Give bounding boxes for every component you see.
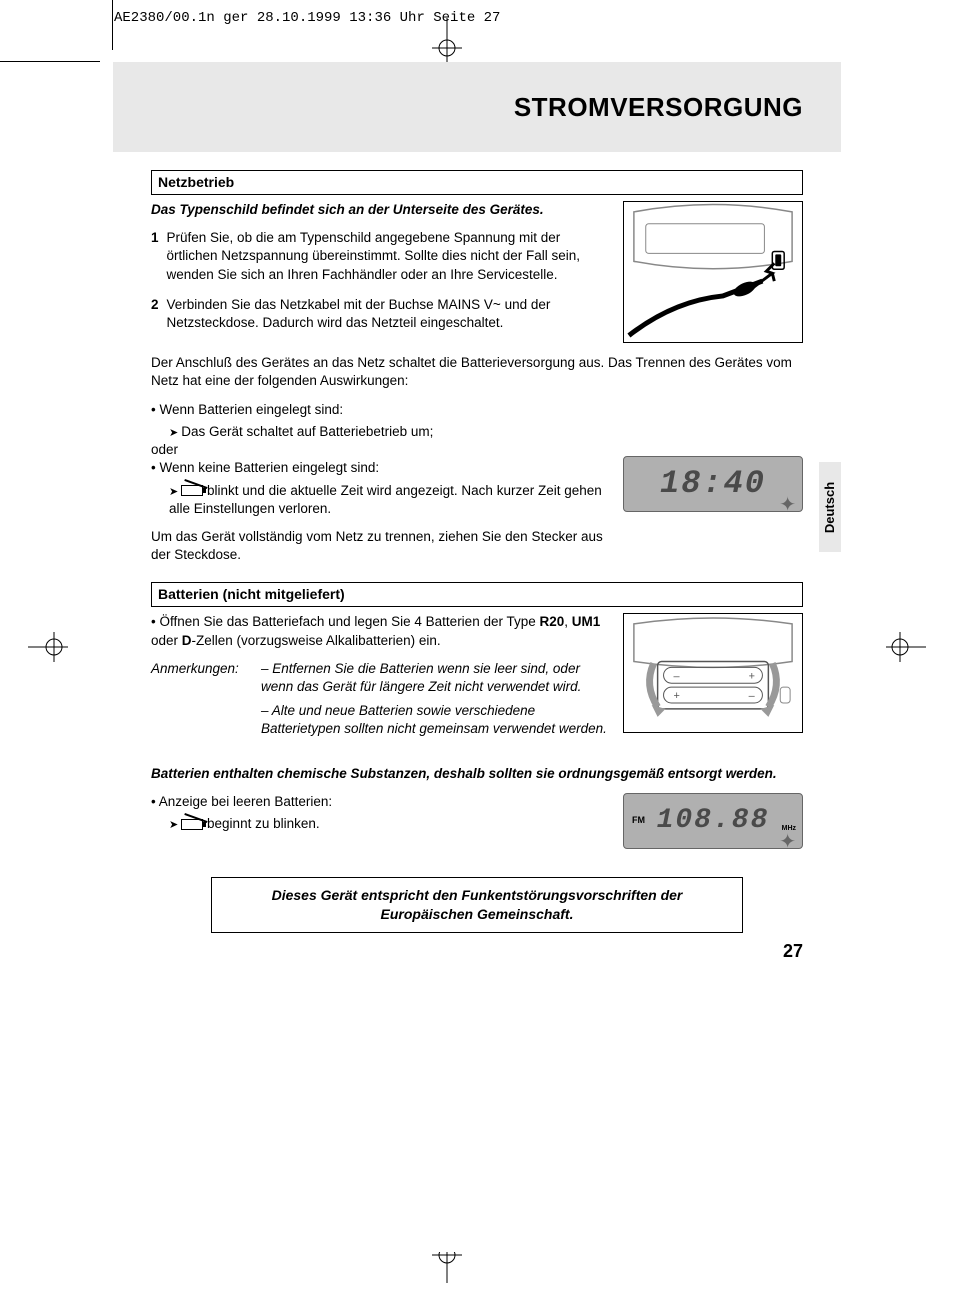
crop-line [112,0,113,50]
content-area: Netzbetrieb Das Typenschild befindet sic… [113,152,841,933]
result-battery-blink: beginnt zu blinken. [151,815,607,833]
unplug-note: Um das Gerät vollständig vom Netz zu tre… [151,528,607,564]
section-heading-netzbetrieb: Netzbetrieb [151,170,803,195]
figure-lcd-frequency: FM 108.88 MHz ✦ [623,793,803,849]
step-text: Verbinden Sie das Netzkabel mit der Buch… [167,296,607,332]
svg-text:+: + [749,671,755,683]
registration-mark-icon [28,632,68,662]
notes-label: Anmerkungen: [151,660,257,745]
figure-battery-compartment: – + + – [623,613,803,733]
typeplate-note: Das Typenschild befindet sich an der Unt… [151,201,607,219]
bullet-empty-battery-indicator: Anzeige bei leeren Batterien: [151,793,607,811]
result-blink: blinkt und die aktuelle Zeit wird angeze… [151,482,607,518]
battery-empty-icon [181,819,203,830]
section-heading-batterien: Batterien (nicht mitgeliefert) [151,582,803,607]
step-2: 2 Verbinden Sie das Netzkabel mit der Bu… [151,296,607,332]
or-text: oder [151,441,607,459]
crop-line [0,61,100,62]
figure-mains-connection [623,201,803,343]
svg-text:–: – [749,690,756,702]
step-text: Prüfen Sie, ob die am Typenschild angege… [167,229,607,284]
registration-mark-icon [432,18,462,66]
bullet-batteries-in: Wenn Batterien eingelegt sind: [151,401,607,419]
note-2: – Alte und neue Batterien sowie verschie… [261,702,607,738]
mains-disconnect-intro: Der Anschluß des Gerätes an das Netz sch… [151,354,803,390]
battery-empty-icon [181,485,203,496]
language-label: Deutsch [823,481,838,532]
lcd-band: FM [632,814,645,826]
svg-text:–: – [673,671,680,683]
page-title: STROMVERSORGUNG [514,92,803,123]
page-header: STROMVERSORGUNG [113,62,841,152]
step-1: 1 Prüfen Sie, ob die am Typenschild ange… [151,229,607,284]
step-number: 1 [151,229,159,284]
lcd-time-value: 18:40 [660,462,766,505]
compliance-statement: Dieses Gerät entspricht den Funkentstöru… [211,877,743,933]
lcd-freq-value: 108.88 [657,802,770,840]
step-number: 2 [151,296,159,332]
bullet-insert-batteries: Öffnen Sie das Batteriefach und legen Si… [151,613,607,649]
svg-text:+: + [673,690,679,702]
result-battery-mode: Das Gerät schaltet auf Batteriebetrieb u… [151,423,607,441]
note-1: – Entfernen Sie die Batterien wenn sie l… [261,660,607,696]
blink-indicator-icon: ✦ [779,829,796,856]
bullet-no-batteries: Wenn keine Batterien eingelegt sind: [151,459,607,477]
blink-indicator-icon: ✦ [779,492,796,519]
page-number: 27 [113,941,841,962]
language-tab: Deutsch [819,462,841,552]
figure-lcd-time: 18:40 ✦ [623,456,803,512]
battery-disposal-warning: Batterien enthalten chemische Substanzen… [151,765,803,783]
registration-mark-icon [886,632,926,662]
notes-block: Anmerkungen: – Entfernen Sie die Batteri… [151,660,607,745]
page-body: STROMVERSORGUNG Deutsch Netzbetrieb Das … [113,62,841,1252]
